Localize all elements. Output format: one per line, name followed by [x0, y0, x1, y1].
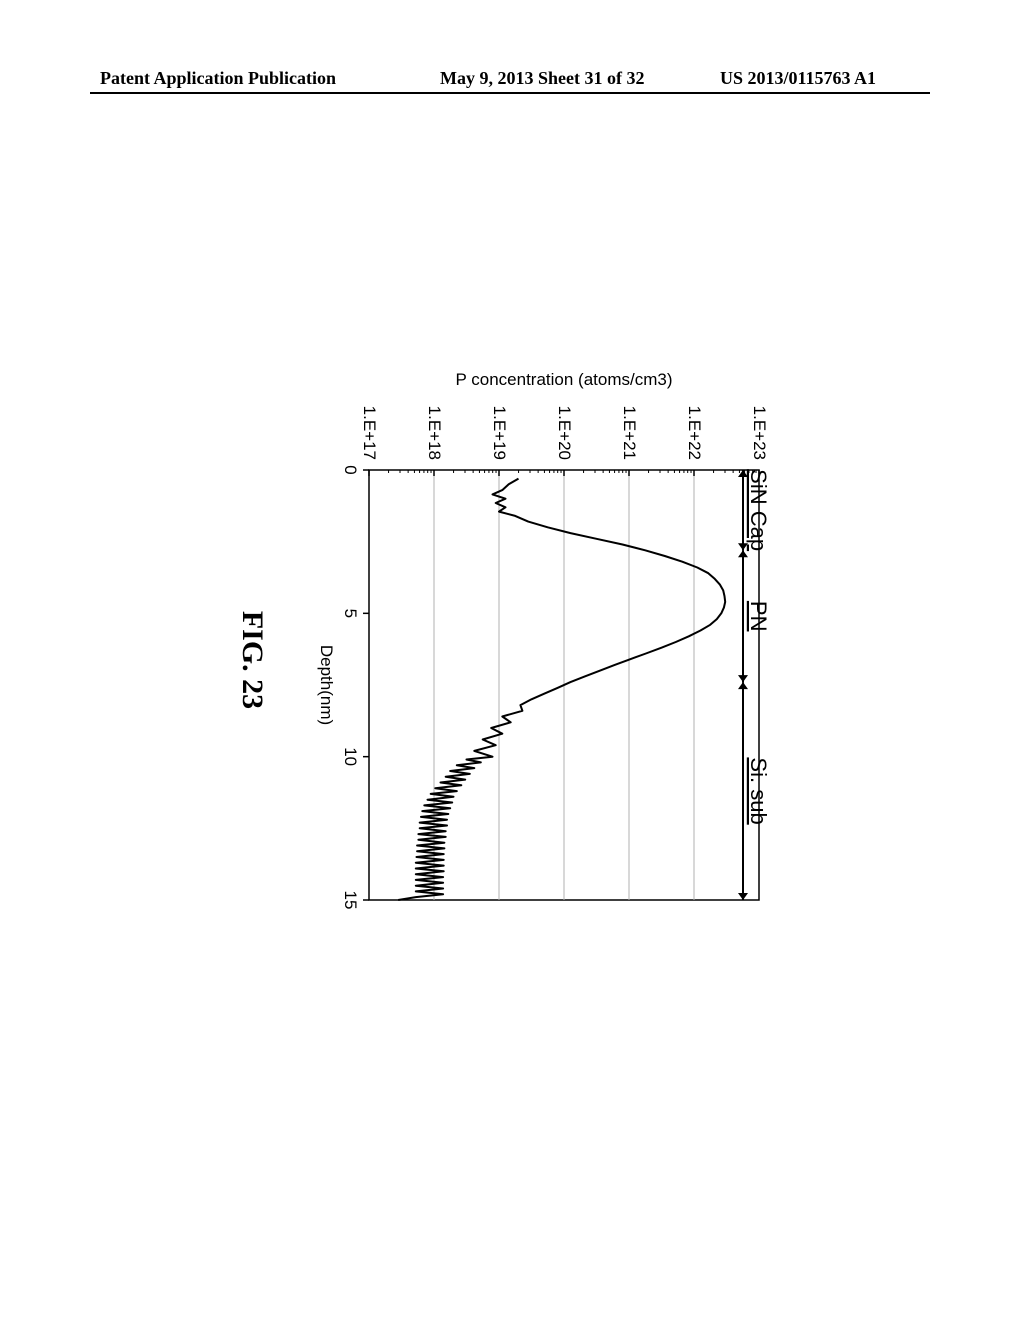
header-center: May 9, 2013 Sheet 31 of 32: [440, 68, 644, 89]
header-left: Patent Application Publication: [100, 68, 336, 89]
svg-text:1.E+23: 1.E+23: [750, 406, 769, 460]
header-rule: [90, 92, 930, 94]
svg-text:1.E+19: 1.E+19: [490, 406, 509, 460]
figure-caption: FIG. 23: [235, 350, 269, 970]
svg-text:10: 10: [341, 747, 360, 766]
svg-text:1.E+21: 1.E+21: [620, 406, 639, 460]
svg-text:1.E+22: 1.E+22: [685, 406, 704, 460]
figure-container: 1.E+17 1.E+18 1.E+19 1.E+20 1.E+21 1.E+22 1.E+…: [235, 350, 789, 970]
svg-text:1.E+18: 1.E+18: [425, 406, 444, 460]
svg-text:PN: PN: [746, 601, 771, 632]
svg-text:Depth(nm): Depth(nm): [317, 645, 336, 725]
svg-text:1.E+17: 1.E+17: [360, 406, 379, 460]
header-right: US 2013/0115763 A1: [720, 68, 876, 89]
svg-text:P concentration (atoms/cm3): P concentration (atoms/cm3): [456, 370, 673, 389]
concentration-depth-chart: 1.E+17 1.E+18 1.E+19 1.E+20 1.E+21 1.E+22 1.E+…: [269, 350, 789, 970]
svg-text:1.E+20: 1.E+20: [555, 406, 574, 460]
svg-text:Si. sub: Si. sub: [746, 757, 771, 824]
svg-text:15: 15: [341, 891, 360, 910]
svg-text:5: 5: [341, 609, 360, 618]
svg-text:SiN Cap: SiN Cap: [746, 469, 771, 551]
svg-text:0: 0: [341, 465, 360, 474]
